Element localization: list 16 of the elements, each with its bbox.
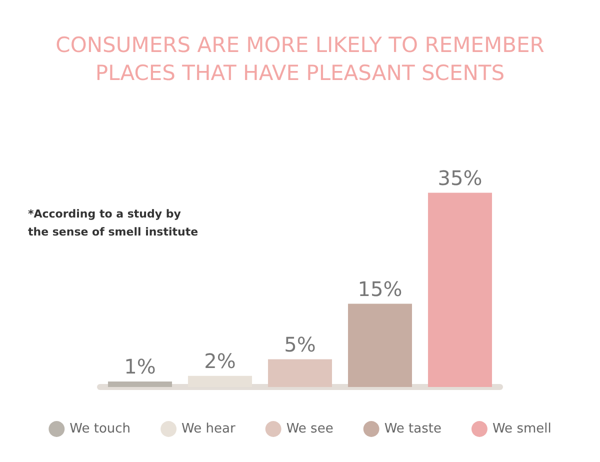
bar xyxy=(348,304,412,387)
data-label: 5% xyxy=(284,332,316,356)
annotation: *According to a study by the sense of smell institute xyxy=(28,208,198,238)
bar xyxy=(428,192,492,387)
chart-title: CONSUMERS ARE MORE LIKELY TO REMEMBER PLACES THAT HAVE PLEASANT SCENTS xyxy=(56,33,544,85)
legend-label: We smell xyxy=(492,422,552,436)
bar xyxy=(268,359,332,387)
data-label: 15% xyxy=(358,276,402,301)
data-label: 35% xyxy=(438,166,482,190)
legend-label: We see xyxy=(286,422,334,436)
bar xyxy=(108,381,172,387)
data-label: 2% xyxy=(204,348,236,373)
legend-label: We touch xyxy=(70,422,131,436)
data-label: 1% xyxy=(124,354,156,378)
legend-label: We taste xyxy=(384,422,442,436)
legend-label: We hear xyxy=(182,422,236,436)
